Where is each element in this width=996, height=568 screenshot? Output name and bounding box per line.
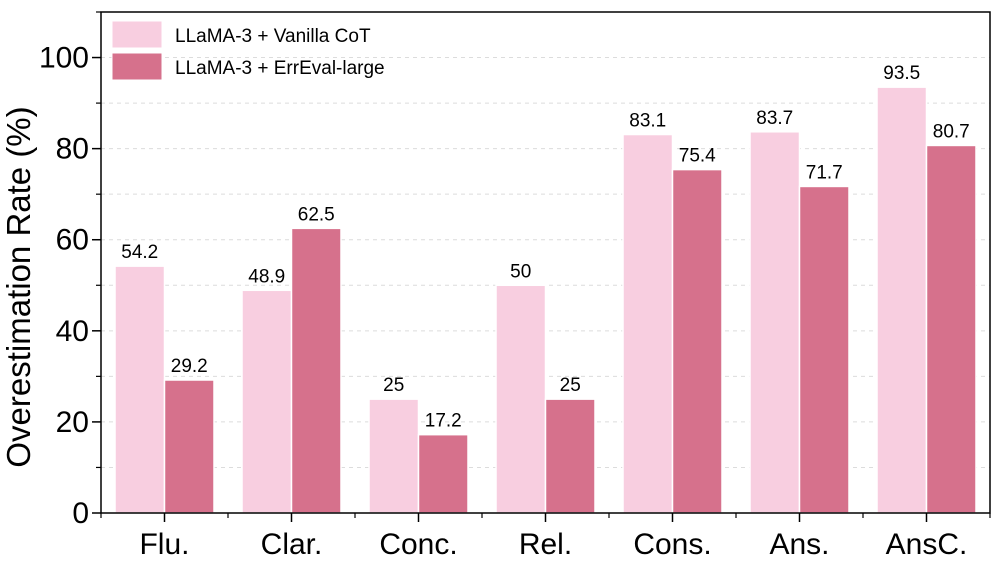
axes: Flu. Clar. Conc. Rel. Cons. Ans. AnsC. 0 20 40 60 8… (39, 11, 991, 561)
data-label: 83.7 (756, 108, 793, 129)
y-tick-label: 40 (56, 315, 89, 348)
data-label: 83.1 (629, 111, 666, 132)
y-axis-title: Overestimation Rate (%) (0, 106, 37, 467)
data-label: 25 (560, 375, 581, 396)
bar (749, 131, 801, 514)
data-label: 75.4 (679, 146, 716, 167)
y-tick-label: 60 (56, 224, 89, 257)
bar (495, 284, 547, 514)
legend-swatch (111, 52, 163, 81)
x-tick-label: AnsC. (886, 528, 968, 561)
legend-label: LLaMA-3 + ErrEval-large (175, 58, 385, 79)
bars (114, 86, 977, 514)
data-label: 93.5 (883, 63, 920, 84)
data-label: 62.5 (298, 204, 335, 225)
bar (417, 433, 469, 514)
bar (925, 144, 977, 514)
data-label: 54.2 (121, 242, 158, 263)
data-label: 48.9 (248, 266, 285, 287)
x-tick-label: Rel. (519, 528, 572, 561)
legend: LLaMA-3 + Vanilla CoT LLaMA-3 + ErrEval-l… (111, 20, 385, 81)
data-label: 80.7 (933, 121, 970, 142)
bar (544, 398, 596, 514)
bar (368, 398, 420, 514)
y-tick-label: 20 (56, 406, 89, 439)
x-tick-label: Clar. (261, 528, 323, 561)
data-labels: 54.2 29.2 48.9 62.5 25 17.2 50 25 83.1 75.4 83.7 71… (121, 63, 969, 432)
bar (671, 168, 723, 514)
legend-swatch (111, 20, 163, 49)
y-tick-label: 0 (72, 497, 89, 530)
data-label: 29.2 (171, 356, 208, 377)
x-tick-label: Cons. (633, 528, 711, 561)
bar (241, 289, 293, 514)
bar (163, 379, 215, 514)
y-tick-label: 80 (56, 133, 89, 166)
bar (798, 185, 850, 514)
data-label: 71.7 (806, 162, 843, 183)
data-label: 17.2 (425, 411, 462, 432)
bar (114, 265, 166, 514)
y-tick-label: 100 (39, 42, 89, 75)
plot-frame (100, 11, 991, 514)
data-label: 50 (510, 261, 531, 282)
x-tick-label: Ans. (769, 528, 829, 561)
legend-label: LLaMA-3 + Vanilla CoT (175, 26, 371, 47)
bar (290, 227, 342, 514)
bar (622, 133, 674, 514)
x-tick-label: Flu. (139, 528, 189, 561)
data-label: 25 (383, 375, 404, 396)
bar (876, 86, 928, 514)
x-tick-label: Conc. (379, 528, 457, 561)
